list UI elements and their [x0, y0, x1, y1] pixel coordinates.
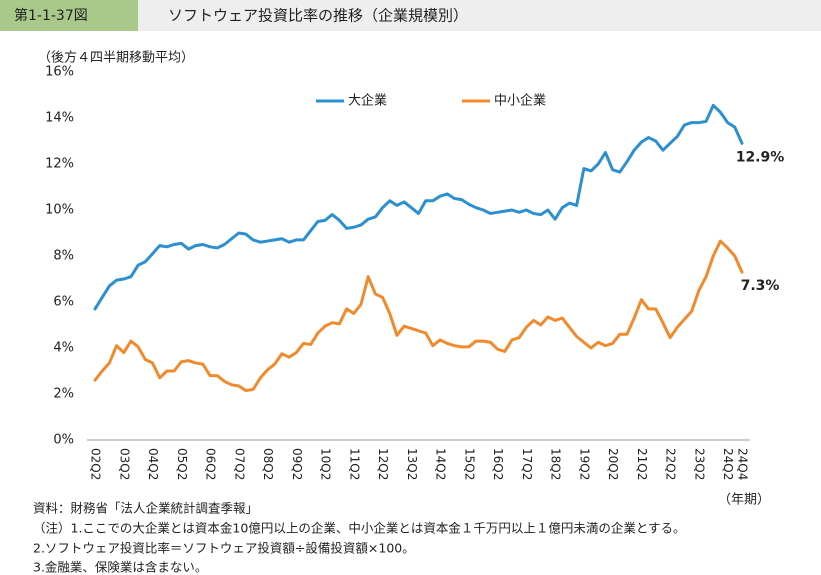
series-line: [93, 239, 744, 393]
legend-label: 大企業: [348, 93, 387, 109]
y-tick-label: 6%: [53, 295, 74, 310]
y-tick-label: 2%: [53, 387, 74, 402]
note: 3.金融業、保険業は含まない。: [33, 560, 207, 575]
source-note: 資料：財務省「法人企業統計調査季報」: [33, 501, 258, 516]
x-tick-label: 15Q2: [462, 448, 476, 480]
x-tick-label: 06Q2: [204, 448, 218, 480]
y-tick-label: 16%: [45, 65, 74, 80]
x-tick-label: 07Q2: [232, 448, 246, 480]
y-tick-label: 12%: [45, 157, 74, 172]
y-tick-label: 10%: [45, 203, 74, 218]
x-tick-label: 23Q2: [692, 448, 706, 480]
chart-title: ソフトウェア投資比率の推移（企業規模別）: [168, 7, 468, 25]
x-tick-label: 24Q2: [721, 448, 735, 480]
y-tick-label: 14%: [45, 111, 74, 126]
x-tick-label: 17Q2: [520, 448, 534, 480]
figure-number-box: [0, 0, 138, 31]
legend-label: 中小企業: [494, 93, 546, 109]
x-tick-label: 22Q2: [664, 448, 678, 480]
unit-note: （後方４四半期移動平均）: [38, 50, 194, 66]
x-tick-label: 10Q2: [319, 448, 333, 480]
x-tick-label: 19Q2: [577, 448, 591, 480]
note: （注）1.ここでの大企業とは資本金10億円以上の企業、中小企業とは資本金１千万円…: [33, 521, 685, 536]
y-tick-label: 4%: [53, 341, 74, 356]
data-label: 12.9%: [736, 149, 785, 165]
x-tick-label: 14Q2: [434, 448, 448, 480]
x-tick-label: 18Q2: [549, 448, 563, 480]
x-tick-label: 08Q2: [261, 448, 275, 480]
y-tick-label: 0%: [53, 433, 74, 448]
x-tick-label: 04Q2: [146, 448, 160, 480]
x-tick-label: 24Q4: [736, 448, 750, 480]
series-line: [93, 103, 744, 311]
x-tick-label: 21Q2: [635, 448, 649, 480]
data-label: 7.3%: [741, 278, 780, 294]
note: 2.ソフトウェア投資比率＝ソフトウェア投資額÷設備投資額×100。: [33, 541, 415, 556]
x-tick-label: 05Q2: [175, 448, 189, 480]
x-tick-label: 03Q2: [117, 448, 131, 480]
x-tick-label: 16Q2: [491, 448, 505, 480]
x-tick-label: 11Q2: [347, 448, 361, 480]
x-tick-label: 13Q2: [405, 448, 419, 480]
x-tick-label: 09Q2: [290, 448, 304, 480]
x-axis-label: （年期）: [718, 493, 770, 508]
x-tick-label: 12Q2: [376, 448, 390, 480]
x-tick-label: 20Q2: [606, 448, 620, 480]
figure-number: 第1-1-37図: [14, 7, 88, 24]
x-tick-label: 02Q2: [89, 448, 103, 480]
y-tick-label: 8%: [53, 249, 74, 264]
